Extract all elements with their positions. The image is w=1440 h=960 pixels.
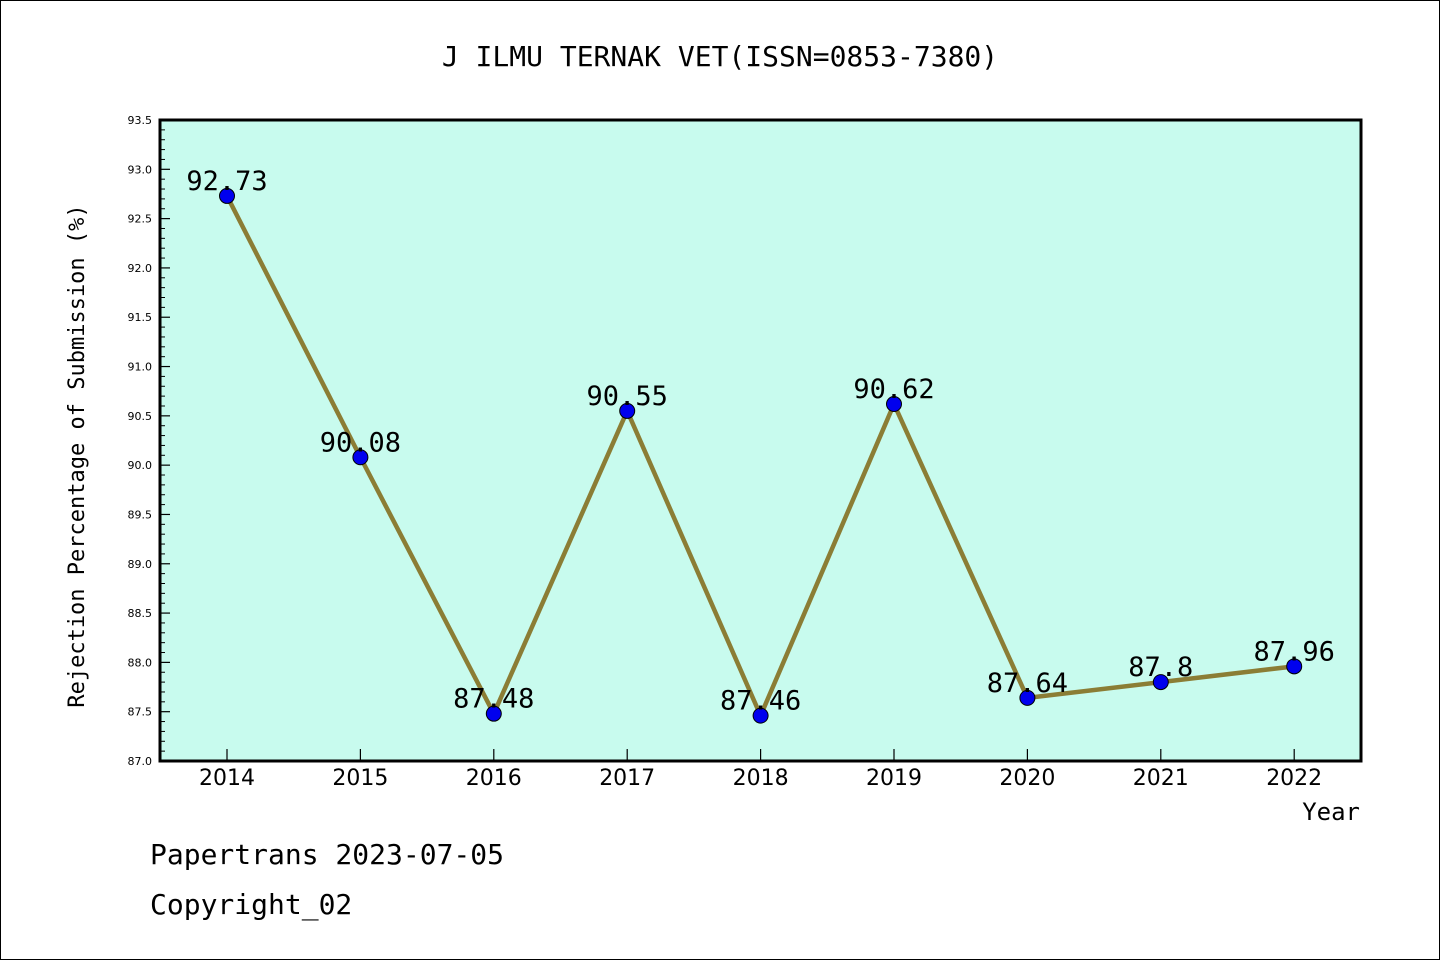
footer-source: Papertrans 2023-07-05 — [150, 838, 504, 871]
data-point — [1286, 658, 1303, 675]
chart-title: J ILMU TERNAK VET(ISSN=0853-7380) — [442, 40, 998, 73]
y-tick-label: 89.5 — [128, 508, 153, 521]
y-tick-label: 92.0 — [128, 262, 153, 275]
y-tick-label: 90.0 — [128, 459, 153, 472]
y-tick-label: 91.0 — [128, 361, 153, 374]
data-label: 87.8 — [1128, 652, 1193, 683]
y-tick-label: 88.0 — [128, 656, 153, 669]
y-tick-label: 87.0 — [128, 755, 153, 768]
y-tick-label: 89.0 — [128, 558, 153, 571]
footer-copyright: Copyright_02 — [150, 888, 352, 922]
data-point — [485, 705, 502, 722]
data-point — [1019, 689, 1036, 706]
y-tick-label: 88.5 — [128, 607, 153, 620]
data-label: 90.62 — [853, 374, 934, 405]
x-tick-label: 2014 — [199, 766, 255, 791]
data-point — [352, 449, 369, 466]
x-tick-label: 2015 — [332, 766, 388, 791]
data-label: 87.48 — [453, 684, 534, 715]
y-axis-ticks: 87.0 87.5 88.0 88.5 89.0 89.5 90.0 90.5 91.0 91.5… — [128, 114, 170, 768]
data-label: 90.55 — [587, 381, 668, 412]
data-point — [886, 396, 902, 413]
y-tick-label: 87.5 — [128, 706, 153, 719]
y-tick-label: 92.5 — [128, 213, 153, 226]
data-label: 87.96 — [1254, 636, 1335, 667]
x-tick-label: 2016 — [466, 766, 522, 791]
x-tick-label: 2019 — [866, 766, 922, 791]
x-tick-label: 2017 — [599, 766, 655, 791]
y-tick-label: 91.5 — [128, 311, 153, 324]
data-point — [619, 402, 636, 419]
x-tick-label: 2022 — [1266, 766, 1322, 791]
plot-border — [158, 118, 1363, 763]
x-axis-ticks: 2014 2015 2016 2017 2018 2019 2020 2021 2022 — [199, 749, 1322, 791]
data-point — [752, 707, 769, 724]
data-point — [1152, 674, 1169, 691]
data-point — [219, 187, 235, 204]
y-tick-label: 90.5 — [128, 410, 153, 423]
data-label: 87.64 — [987, 668, 1068, 699]
y-tick-label: 93.5 — [128, 114, 153, 127]
series-layer: 92.73 90.08 87.48 90.55 87.46 90.62 87.64 87.8 8… — [186, 166, 1335, 724]
y-axis-label: Rejection Percentage of Submission (%) — [65, 204, 90, 707]
data-label: 90.08 — [320, 427, 401, 458]
plot-area — [160, 120, 1361, 761]
x-tick-label: 2020 — [999, 766, 1055, 791]
y-tick-label: 93.0 — [128, 163, 153, 176]
data-label: 92.73 — [186, 166, 267, 197]
data-label: 87.46 — [720, 686, 801, 717]
x-axis-label: Year — [1302, 798, 1360, 826]
x-tick-label: 2021 — [1133, 766, 1189, 791]
x-tick-label: 2018 — [733, 766, 789, 791]
